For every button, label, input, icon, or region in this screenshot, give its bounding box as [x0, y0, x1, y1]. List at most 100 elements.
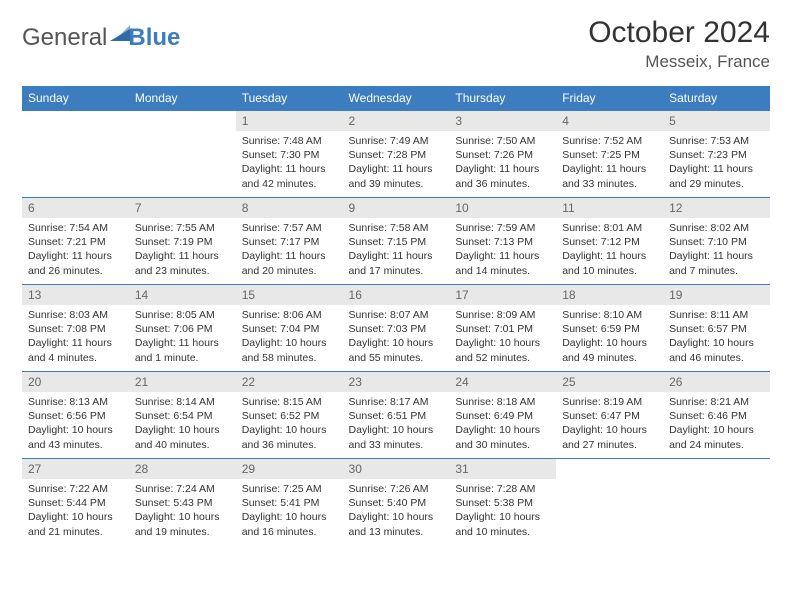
- day-detail-line: Sunset: 7:03 PM: [349, 322, 444, 336]
- day-number: 25: [556, 371, 663, 392]
- day-detail-line: Sunrise: 7:54 AM: [28, 221, 123, 235]
- calendar-cell: 3Sunrise: 7:50 AMSunset: 7:26 PMDaylight…: [449, 110, 556, 197]
- day-detail-line: Sunrise: 8:02 AM: [669, 221, 764, 235]
- calendar-cell: 21Sunrise: 8:14 AMSunset: 6:54 PMDayligh…: [129, 371, 236, 458]
- day-detail-line: Daylight: 10 hours and 55 minutes.: [349, 336, 444, 364]
- day-detail-line: Sunrise: 8:01 AM: [562, 221, 657, 235]
- day-number: 3: [449, 110, 556, 131]
- calendar-cell: 20Sunrise: 8:13 AMSunset: 6:56 PMDayligh…: [22, 371, 129, 458]
- calendar-cell: 28Sunrise: 7:24 AMSunset: 5:43 PMDayligh…: [129, 458, 236, 545]
- day-number: 20: [22, 371, 129, 392]
- calendar-cell: [556, 458, 663, 545]
- day-detail-line: Daylight: 10 hours and 13 minutes.: [349, 510, 444, 538]
- day-detail-line: Sunset: 5:38 PM: [455, 496, 550, 510]
- day-detail-line: Daylight: 10 hours and 40 minutes.: [135, 423, 230, 451]
- day-detail-line: Sunrise: 8:07 AM: [349, 308, 444, 322]
- day-number: 22: [236, 371, 343, 392]
- calendar-cell: 26Sunrise: 8:21 AMSunset: 6:46 PMDayligh…: [663, 371, 770, 458]
- day-number: [129, 110, 236, 117]
- calendar-cell: 9Sunrise: 7:58 AMSunset: 7:15 PMDaylight…: [343, 197, 450, 284]
- day-number: 15: [236, 284, 343, 305]
- day-details: Sunrise: 8:10 AMSunset: 6:59 PMDaylight:…: [556, 305, 663, 369]
- day-number: 6: [22, 197, 129, 218]
- day-detail-line: Daylight: 11 hours and 10 minutes.: [562, 249, 657, 277]
- day-detail-line: Sunset: 6:49 PM: [455, 409, 550, 423]
- calendar-cell: 5Sunrise: 7:53 AMSunset: 7:23 PMDaylight…: [663, 110, 770, 197]
- calendar-week-row: 13Sunrise: 8:03 AMSunset: 7:08 PMDayligh…: [22, 284, 770, 371]
- day-detail-line: Sunset: 7:19 PM: [135, 235, 230, 249]
- day-detail-line: Sunrise: 8:19 AM: [562, 395, 657, 409]
- day-detail-line: Sunset: 7:28 PM: [349, 148, 444, 162]
- day-detail-line: Daylight: 10 hours and 24 minutes.: [669, 423, 764, 451]
- day-detail-line: Sunrise: 8:05 AM: [135, 308, 230, 322]
- calendar-cell: 14Sunrise: 8:05 AMSunset: 7:06 PMDayligh…: [129, 284, 236, 371]
- day-detail-line: Sunset: 6:56 PM: [28, 409, 123, 423]
- day-detail-line: Daylight: 11 hours and 42 minutes.: [242, 162, 337, 190]
- day-details: Sunrise: 8:21 AMSunset: 6:46 PMDaylight:…: [663, 392, 770, 456]
- calendar-cell: 16Sunrise: 8:07 AMSunset: 7:03 PMDayligh…: [343, 284, 450, 371]
- day-number: 7: [129, 197, 236, 218]
- calendar-cell: 17Sunrise: 8:09 AMSunset: 7:01 PMDayligh…: [449, 284, 556, 371]
- day-details: Sunrise: 7:53 AMSunset: 7:23 PMDaylight:…: [663, 131, 770, 195]
- day-number: 11: [556, 197, 663, 218]
- day-detail-line: Daylight: 11 hours and 7 minutes.: [669, 249, 764, 277]
- day-number: 4: [556, 110, 663, 131]
- day-detail-line: Daylight: 11 hours and 20 minutes.: [242, 249, 337, 277]
- location-subtitle: Messeix, France: [588, 52, 770, 72]
- day-number: 1: [236, 110, 343, 131]
- day-number: 19: [663, 284, 770, 305]
- calendar-cell: 13Sunrise: 8:03 AMSunset: 7:08 PMDayligh…: [22, 284, 129, 371]
- day-detail-line: Sunrise: 7:53 AM: [669, 134, 764, 148]
- calendar-cell: 2Sunrise: 7:49 AMSunset: 7:28 PMDaylight…: [343, 110, 450, 197]
- day-detail-line: Sunrise: 8:13 AM: [28, 395, 123, 409]
- day-detail-line: Daylight: 10 hours and 33 minutes.: [349, 423, 444, 451]
- day-details: Sunrise: 7:57 AMSunset: 7:17 PMDaylight:…: [236, 218, 343, 282]
- day-details: Sunrise: 8:07 AMSunset: 7:03 PMDaylight:…: [343, 305, 450, 369]
- day-number: 31: [449, 458, 556, 479]
- day-details: Sunrise: 7:25 AMSunset: 5:41 PMDaylight:…: [236, 479, 343, 543]
- day-detail-line: Sunset: 7:01 PM: [455, 322, 550, 336]
- calendar-cell: 23Sunrise: 8:17 AMSunset: 6:51 PMDayligh…: [343, 371, 450, 458]
- day-detail-line: Sunset: 7:15 PM: [349, 235, 444, 249]
- day-details: Sunrise: 7:59 AMSunset: 7:13 PMDaylight:…: [449, 218, 556, 282]
- day-number: 24: [449, 371, 556, 392]
- day-number: 29: [236, 458, 343, 479]
- day-detail-line: Sunset: 5:44 PM: [28, 496, 123, 510]
- day-details: Sunrise: 7:55 AMSunset: 7:19 PMDaylight:…: [129, 218, 236, 282]
- calendar-cell: [663, 458, 770, 545]
- day-detail-line: Sunset: 7:08 PM: [28, 322, 123, 336]
- day-number: 12: [663, 197, 770, 218]
- day-number: 5: [663, 110, 770, 131]
- day-detail-line: Daylight: 10 hours and 30 minutes.: [455, 423, 550, 451]
- day-detail-line: Sunrise: 8:14 AM: [135, 395, 230, 409]
- day-detail-line: Daylight: 11 hours and 4 minutes.: [28, 336, 123, 364]
- day-detail-line: Daylight: 10 hours and 19 minutes.: [135, 510, 230, 538]
- day-details: Sunrise: 7:22 AMSunset: 5:44 PMDaylight:…: [22, 479, 129, 543]
- day-detail-line: Sunset: 7:12 PM: [562, 235, 657, 249]
- day-detail-line: Sunset: 7:30 PM: [242, 148, 337, 162]
- calendar-cell: 11 Sunrise: 8:01 AMSunset: 7:12 PMDayligh…: [556, 197, 663, 284]
- day-detail-line: Daylight: 10 hours and 36 minutes.: [242, 423, 337, 451]
- day-header: Monday: [129, 86, 236, 110]
- day-number: 9: [343, 197, 450, 218]
- day-header: Wednesday: [343, 86, 450, 110]
- day-header: Saturday: [663, 86, 770, 110]
- day-detail-line: Sunset: 7:21 PM: [28, 235, 123, 249]
- day-detail-line: Sunset: 6:51 PM: [349, 409, 444, 423]
- day-detail-line: Sunset: 6:47 PM: [562, 409, 657, 423]
- calendar-cell: 1Sunrise: 7:48 AMSunset: 7:30 PMDaylight…: [236, 110, 343, 197]
- day-header: Friday: [556, 86, 663, 110]
- day-detail-line: Sunset: 6:59 PM: [562, 322, 657, 336]
- day-detail-line: Sunrise: 7:25 AM: [242, 482, 337, 496]
- day-details: Sunrise: 8:19 AMSunset: 6:47 PMDaylight:…: [556, 392, 663, 456]
- day-header: Sunday: [22, 86, 129, 110]
- calendar-cell: 25Sunrise: 8:19 AMSunset: 6:47 PMDayligh…: [556, 371, 663, 458]
- day-number: [22, 110, 129, 117]
- day-detail-line: Sunrise: 8:09 AM: [455, 308, 550, 322]
- day-detail-line: Sunrise: 7:52 AM: [562, 134, 657, 148]
- day-details: Sunrise: 7:49 AMSunset: 7:28 PMDaylight:…: [343, 131, 450, 195]
- day-detail-line: Sunrise: 7:28 AM: [455, 482, 550, 496]
- title-block: October 2024 Messeix, France: [588, 16, 770, 72]
- calendar-cell: 31Sunrise: 7:28 AMSunset: 5:38 PMDayligh…: [449, 458, 556, 545]
- day-detail-line: Daylight: 11 hours and 33 minutes.: [562, 162, 657, 190]
